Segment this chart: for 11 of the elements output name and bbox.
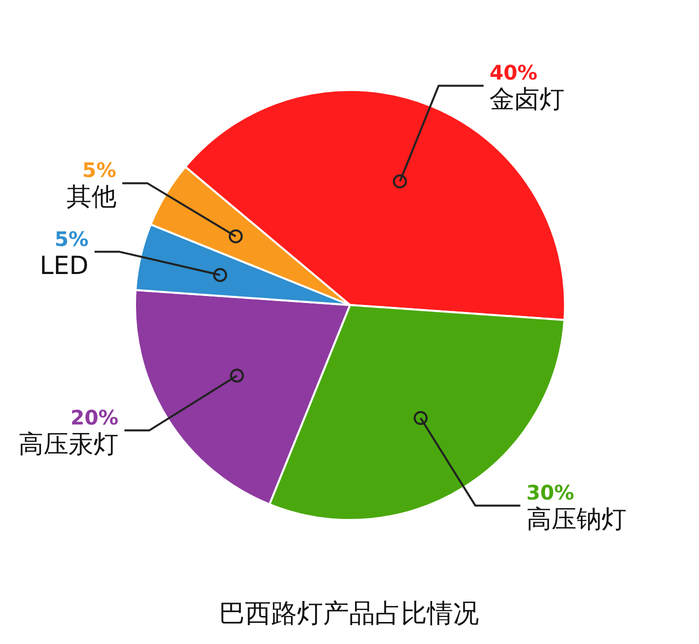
slice-label: 其他 xyxy=(66,182,116,212)
data-label: 20% xyxy=(70,405,118,430)
slice-label: LED xyxy=(40,250,89,280)
slice-label: 金卤灯 xyxy=(490,84,565,114)
data-label: 5% xyxy=(54,226,89,251)
data-label: 5% xyxy=(82,158,116,182)
data-label: 40% xyxy=(490,60,538,85)
data-label: 30% xyxy=(526,480,574,505)
text: 巴西路灯产品占比情况 xyxy=(219,599,479,629)
slice-label: 高压汞灯 xyxy=(18,429,118,458)
slice-label: 高压钠灯 xyxy=(526,504,626,534)
